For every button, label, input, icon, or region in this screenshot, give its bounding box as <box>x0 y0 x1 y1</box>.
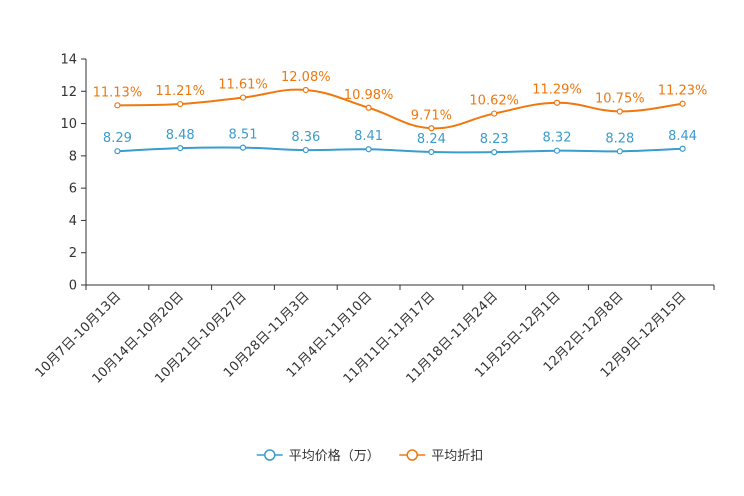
data-point[interactable] <box>679 145 686 152</box>
data-label: 10.98% <box>344 88 394 103</box>
y-tick-label: 14 <box>60 53 77 68</box>
series-layer: 8.29 8.48 8.51 8.36 8.41 8.24 8.23 8.32 8.28 8.44… <box>93 70 708 156</box>
y-tick-label: 0 <box>69 279 77 294</box>
data-point[interactable] <box>114 148 121 155</box>
data-label: 8.28 <box>605 131 634 146</box>
data-label: 11.13% <box>93 85 143 100</box>
data-point[interactable] <box>553 99 561 106</box>
data-point[interactable] <box>616 108 623 115</box>
data-point[interactable] <box>239 94 247 101</box>
data-point[interactable] <box>239 144 247 151</box>
data-label: 8.41 <box>354 129 383 144</box>
legend-marker-icon <box>406 449 418 461</box>
y-tick-label: 10 <box>60 117 77 132</box>
data-label: 8.24 <box>417 132 446 147</box>
y-tick-label: 6 <box>69 182 77 197</box>
data-label: 8.48 <box>166 128 195 143</box>
data-point[interactable] <box>365 146 372 153</box>
legend-label: 平均折扣 <box>431 449 483 464</box>
data-label: 10.62% <box>469 94 519 109</box>
y-tick-label: 12 <box>60 85 77 100</box>
data-point[interactable] <box>365 104 372 111</box>
data-label: 8.23 <box>480 132 509 147</box>
data-point[interactable] <box>302 86 309 94</box>
data-point[interactable] <box>428 148 435 156</box>
legend-item-2[interactable]: 平均折扣 <box>399 449 483 464</box>
data-point[interactable] <box>114 102 121 109</box>
data-point[interactable] <box>553 147 561 154</box>
data-label: 8.44 <box>668 129 697 144</box>
data-label: 9.71% <box>411 108 452 123</box>
data-label: 8.36 <box>291 130 320 145</box>
data-point[interactable] <box>428 125 435 132</box>
data-label: 12.08% <box>281 70 331 85</box>
y-tick-label: 4 <box>69 214 77 229</box>
data-point[interactable] <box>177 100 184 108</box>
y-tick-label: 2 <box>69 246 77 261</box>
data-label: 8.32 <box>543 131 572 146</box>
y-tick-label: 8 <box>69 149 77 164</box>
data-label: 8.51 <box>229 128 258 143</box>
data-label: 11.29% <box>532 83 582 98</box>
data-label: 8.29 <box>103 131 132 146</box>
data-point[interactable] <box>302 146 309 154</box>
legend-marker-icon <box>264 449 276 461</box>
data-label: 11.23% <box>658 84 708 99</box>
series-1: 8.29 8.48 8.51 8.36 8.41 8.24 8.23 8.32 8.28 8.44 <box>103 128 697 156</box>
legend-item-1[interactable]: 平均价格（万） <box>256 448 380 464</box>
data-point[interactable] <box>491 110 498 117</box>
series-2: 11.13% 11.21% 11.61% 12.08% 10.98% 9.71% 10.62… <box>93 70 708 132</box>
data-label: 11.61% <box>218 78 268 93</box>
data-point[interactable] <box>491 149 498 156</box>
legend: 平均价格（万） 平均折扣 <box>256 448 483 464</box>
data-point[interactable] <box>616 148 623 155</box>
data-point[interactable] <box>177 145 184 152</box>
data-point[interactable] <box>679 100 686 107</box>
series-line <box>117 146 683 154</box>
data-label: 11.21% <box>155 84 205 99</box>
data-label: 10.75% <box>595 91 645 106</box>
series-line <box>117 88 683 130</box>
legend-label: 平均价格（万） <box>289 448 380 464</box>
